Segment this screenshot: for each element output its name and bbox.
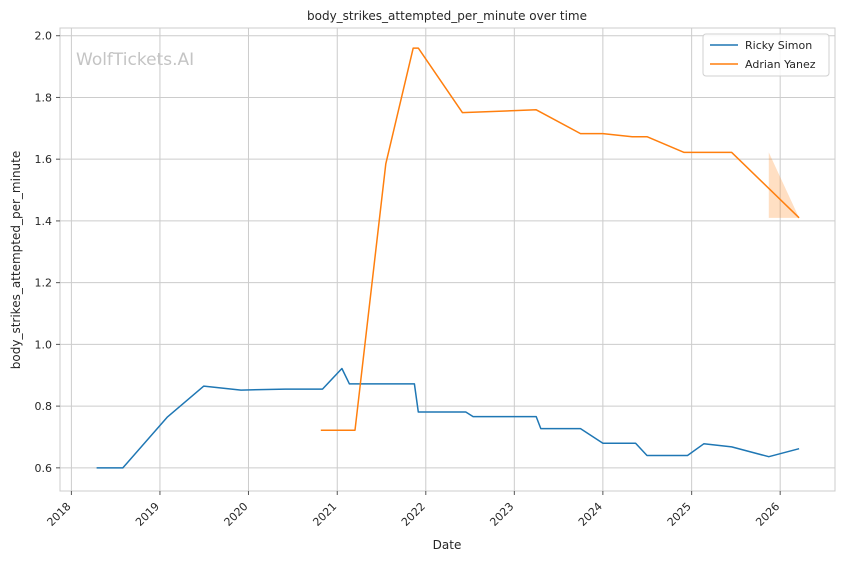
grid xyxy=(60,28,835,491)
plot-area xyxy=(59,27,836,492)
band-adrian-yanez xyxy=(768,152,800,218)
series-line-adrian-yanez xyxy=(320,47,800,431)
x-tick-label: 2021 xyxy=(310,500,339,529)
x-tick-label: 2018 xyxy=(45,500,74,529)
legend: Ricky Simon Adrian Yanez xyxy=(702,33,830,77)
x-tick-label: 2019 xyxy=(133,500,162,529)
y-tick-label: 1.8 xyxy=(35,91,53,104)
y-tick-label: 0.8 xyxy=(35,400,53,413)
chart-title: body_strikes_attempted_per_minute over t… xyxy=(307,9,587,23)
x-tick-label: 2026 xyxy=(753,500,782,529)
legend-label-adrian-yanez: Adrian Yanez xyxy=(745,58,816,71)
y-axis-title: body_strikes_attempted_per_minute xyxy=(9,151,23,369)
x-axis-title: Date xyxy=(433,538,462,552)
x-tick-label: 2024 xyxy=(576,500,605,529)
x-tick-label: 2025 xyxy=(665,500,694,529)
series-lines xyxy=(96,47,800,469)
y-tick-label: 1.6 xyxy=(35,153,53,166)
x-tick-label: 2023 xyxy=(487,500,516,529)
legend-label-ricky-simon: Ricky Simon xyxy=(745,39,812,52)
x-tick-label: 2022 xyxy=(399,500,428,529)
y-tick-label: 1.0 xyxy=(35,338,53,351)
x-tick-label: 2020 xyxy=(222,500,251,529)
series-line-ricky-simon xyxy=(96,367,800,469)
y-tick-label: 0.6 xyxy=(35,462,53,475)
y-tick-label: 1.4 xyxy=(35,215,53,228)
confidence-band xyxy=(768,152,800,218)
y-tick-label: 2.0 xyxy=(35,30,53,43)
watermark: WolfTickets.AI xyxy=(76,50,194,70)
y-tick-label: 1.2 xyxy=(35,277,53,290)
